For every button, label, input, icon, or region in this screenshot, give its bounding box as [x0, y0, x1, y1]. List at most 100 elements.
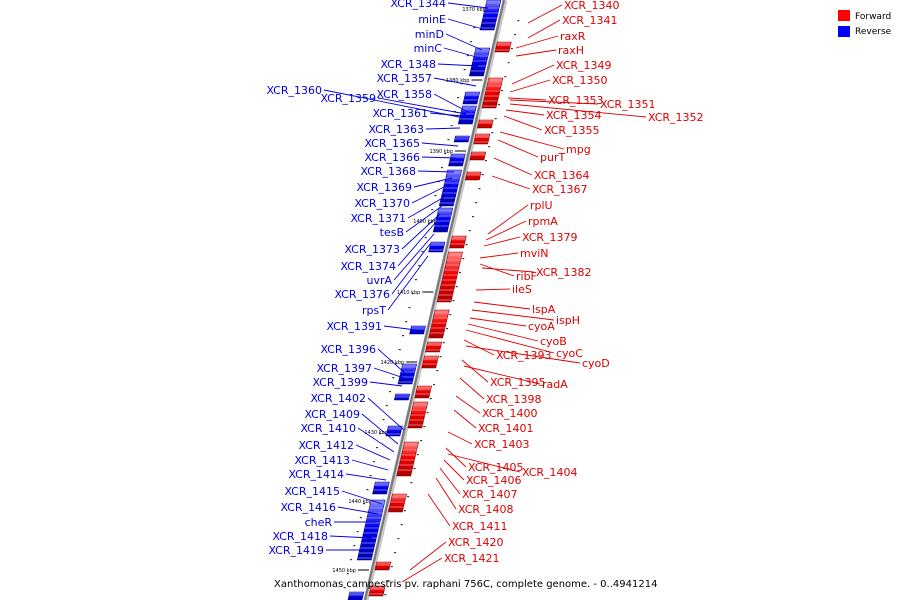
gene-label-xcr-1369: XCR_1369	[356, 181, 412, 194]
minor-tick	[457, 97, 460, 99]
minor-tick	[431, 209, 434, 211]
minor-tick	[400, 524, 403, 526]
leader-line	[433, 93, 469, 113]
gene-label-mpg: mpg	[566, 143, 591, 156]
gene-label-rada: radA	[542, 378, 568, 391]
leader-line	[369, 381, 403, 387]
leader-line	[367, 397, 405, 431]
leader-line	[483, 236, 521, 247]
reverse-feature	[397, 363, 418, 385]
leader-line	[401, 557, 443, 583]
leader-line	[345, 473, 387, 481]
gene-label-xcr-1366: XCR_1366	[364, 151, 420, 164]
forward-feature	[481, 77, 504, 109]
leader-line	[393, 233, 435, 281]
gene-label-xcr-1357: XCR_1357	[376, 72, 432, 85]
minor-tick	[414, 279, 417, 281]
forward-feature	[387, 493, 407, 513]
leader-line	[377, 348, 407, 375]
minor-tick	[413, 468, 416, 470]
forward-feature	[421, 355, 439, 369]
gene-label-xcr-1396: XCR_1396	[320, 343, 376, 356]
gene-label-mind: minD	[415, 28, 444, 41]
minor-tick	[369, 475, 372, 477]
leader-line	[421, 142, 459, 147]
leader-line	[329, 535, 373, 539]
leader-line	[463, 365, 541, 385]
leader-line	[499, 131, 565, 150]
minor-tick	[478, 188, 481, 190]
reverse-feature	[457, 105, 477, 125]
gene-label-xcr-1418: XCR_1418	[272, 530, 328, 543]
leader-line	[377, 97, 467, 115]
legend-label-reverse: Reverse	[855, 27, 892, 37]
gene-label-rpst: rpsT	[362, 304, 386, 317]
forward-feature	[368, 585, 386, 597]
gene-label-xcr-1374: XCR_1374	[340, 260, 396, 273]
minor-tick	[359, 517, 362, 519]
minor-tick	[468, 230, 471, 232]
axis-line	[363, 0, 506, 600]
gene-label-xcr-1398: XCR_1398	[486, 393, 542, 406]
minor-tick	[410, 482, 413, 484]
leader-line	[439, 467, 461, 495]
leader-line	[383, 325, 417, 331]
leader-line	[465, 345, 581, 364]
gene-label-xcr-1400: XCR_1400	[482, 407, 538, 420]
gene-label-xcr-1411: XCR_1411	[452, 520, 508, 533]
reverse-feature	[462, 91, 481, 105]
minor-tick	[465, 244, 468, 246]
gene-label-rplu: rplU	[530, 199, 553, 212]
gene-label-xcr-1373: XCR_1373	[344, 243, 400, 256]
leader-line	[417, 170, 455, 173]
leader-line	[357, 427, 395, 453]
scale-tick-label: 1380 kbp	[446, 78, 470, 84]
minor-tick	[488, 146, 491, 148]
leader-line	[511, 64, 555, 85]
gene-label-cyoa: cyoA	[528, 320, 555, 333]
gene-label-mvin: mviN	[520, 247, 549, 260]
feature-layer	[347, 0, 512, 600]
reverse-feature	[347, 591, 365, 600]
leader-line	[493, 157, 533, 176]
minor-tick	[424, 237, 427, 239]
gene-label-xcr-1407: XCR_1407	[462, 488, 518, 501]
gene-label-xcr-1359: XCR_1359	[320, 92, 376, 105]
minor-tick	[455, 286, 458, 288]
minor-tick	[403, 510, 406, 512]
reverse-feature	[448, 153, 466, 167]
minor-tick	[416, 454, 419, 456]
minor-tick	[470, 41, 473, 43]
gene-label-xcr-1360: XCR_1360	[266, 84, 322, 97]
minor-tick	[444, 153, 447, 155]
leader-line	[487, 204, 529, 235]
scale-tick-label: 1390 kbp	[429, 149, 453, 155]
gene-label-xcr-1371: XCR_1371	[350, 212, 406, 225]
gene-label-xcr-1393: XCR_1393	[496, 349, 552, 362]
gene-label-xcr-1379: XCR_1379	[522, 231, 578, 244]
minor-tick	[387, 580, 390, 582]
gene-label-rpma: rpmA	[528, 215, 558, 228]
minor-tick	[395, 363, 398, 365]
gene-label-xcr-1409: XCR_1409	[304, 408, 360, 421]
leader-line	[461, 359, 489, 383]
gene-label-xcr-1368: XCR_1368	[360, 165, 416, 178]
leader-line	[469, 317, 527, 327]
minor-tick	[507, 62, 510, 64]
minor-tick	[458, 272, 461, 274]
gene-label-xcr-1405: XCR_1405	[468, 461, 524, 474]
gene-label-xcr-1340: XCR_1340	[564, 0, 620, 12]
gene-label-xcr-1353: XCR_1353	[548, 94, 604, 107]
minor-tick	[343, 587, 346, 589]
gene-label-xcr-1420: XCR_1420	[448, 536, 504, 549]
leader-line	[467, 323, 539, 342]
minor-tick	[421, 251, 424, 253]
gene-label-xcr-1413: XCR_1413	[294, 454, 350, 467]
gene-label-xcr-1349: XCR_1349	[556, 59, 612, 72]
leader-line	[503, 115, 543, 131]
leader-line	[443, 459, 465, 481]
leader-line	[351, 459, 389, 471]
leader-line	[465, 329, 555, 354]
